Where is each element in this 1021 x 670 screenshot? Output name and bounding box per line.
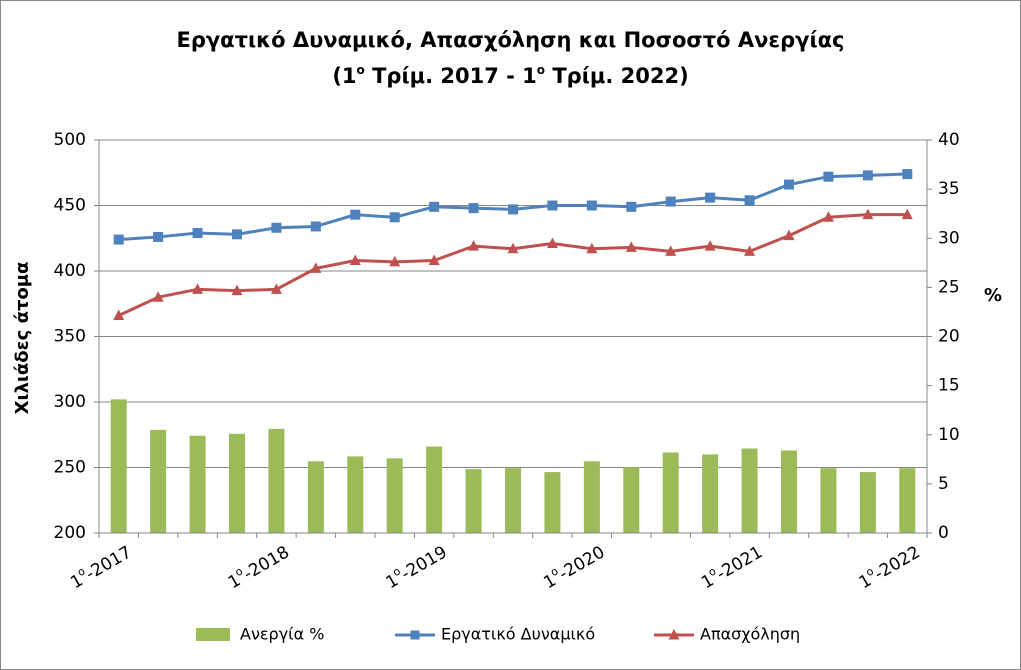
point-employment <box>901 208 913 220</box>
bar-unemployment <box>544 472 561 533</box>
x-tick-label: 1ο-2021 <box>697 540 766 593</box>
bar-unemployment <box>623 467 640 533</box>
point-employment <box>546 237 558 248</box>
y-left-tick-label: 400 <box>54 261 86 281</box>
bar-unemployment <box>150 429 167 533</box>
bar-unemployment <box>229 433 245 533</box>
bar-unemployment <box>347 456 364 533</box>
x-tick-label: 1ο-2018 <box>223 540 292 593</box>
point-labour-force <box>547 200 558 211</box>
y-right-tick-label: 30 <box>938 228 960 248</box>
point-labour-force <box>744 195 755 206</box>
x-tick-label: 1ο-2017 <box>66 540 135 593</box>
point-labour-force <box>192 228 203 239</box>
y-right-tick-label: 10 <box>938 425 960 445</box>
bar-unemployment <box>899 468 916 533</box>
x-tick-label: 1ο-2022 <box>854 540 923 593</box>
bar-unemployment <box>110 399 127 533</box>
point-employment <box>270 283 282 294</box>
point-labour-force <box>862 170 873 181</box>
y-axis-right-label: % <box>984 285 1002 306</box>
point-employment <box>152 291 164 302</box>
y-right-tick-label: 35 <box>938 179 960 199</box>
point-employment <box>507 242 519 254</box>
y-right-tick-label: 20 <box>938 327 960 347</box>
point-labour-force <box>232 229 242 240</box>
y-left-tick-label: 200 <box>54 523 86 543</box>
point-labour-force <box>626 201 637 212</box>
point-labour-force <box>586 200 597 211</box>
bar-unemployment <box>307 461 324 533</box>
point-labour-force <box>389 212 400 223</box>
bar-unemployment <box>741 448 758 533</box>
point-employment <box>113 309 125 321</box>
y-left-tick-label: 450 <box>54 196 86 216</box>
bar-unemployment <box>820 468 837 533</box>
point-employment <box>783 229 795 241</box>
point-labour-force <box>350 209 361 220</box>
point-employment <box>744 245 756 256</box>
point-employment <box>192 283 204 294</box>
point-employment <box>586 242 598 254</box>
chart-title-line2: (1ο Τρίμ. 2017 - 1ο Τρίμ. 2022) <box>332 63 689 88</box>
point-labour-force <box>823 171 834 182</box>
bar-unemployment <box>189 435 206 533</box>
y-left-tick-label: 500 <box>54 130 86 150</box>
point-employment <box>625 241 637 252</box>
y-left-tick-label: 350 <box>54 327 86 347</box>
bar-unemployment <box>781 450 797 533</box>
point-employment <box>310 262 322 273</box>
point-labour-force <box>508 204 518 215</box>
y-right-tick-label: 0 <box>938 523 949 543</box>
x-tick-label: 1ο-2019 <box>381 540 450 593</box>
bar-unemployment <box>268 428 285 533</box>
point-employment <box>704 240 716 251</box>
bar-unemployment <box>426 446 443 533</box>
legend-label-labour-force: Εργατικό Δυναμικό <box>441 625 595 644</box>
bar-unemployment <box>662 452 679 533</box>
point-employment <box>389 255 401 267</box>
y-left-tick-label: 300 <box>54 392 86 412</box>
point-labour-force <box>271 222 282 233</box>
legend-label-unemployment: Ανεργία % <box>240 625 324 644</box>
bar-unemployment <box>859 472 876 533</box>
y-axis-left-label: Χιλιάδες άτομα <box>12 262 33 415</box>
point-employment <box>862 208 874 220</box>
y-left-tick-label: 250 <box>54 458 86 478</box>
point-employment <box>231 284 243 296</box>
legend-marker-triangle <box>668 629 680 640</box>
legend-swatch-unemployment <box>196 628 230 641</box>
legend-marker-square <box>410 630 420 640</box>
point-employment <box>822 211 834 222</box>
y-right-tick-label: 5 <box>938 474 949 494</box>
point-employment <box>468 240 480 251</box>
point-labour-force <box>468 203 479 214</box>
y-right-tick-label: 40 <box>938 130 960 150</box>
bar-unemployment <box>702 454 719 533</box>
bar-unemployment <box>583 461 600 533</box>
bar-unemployment <box>505 468 521 533</box>
point-employment <box>349 254 361 266</box>
point-labour-force <box>665 196 676 207</box>
bar-unemployment <box>465 469 482 533</box>
bar-unemployment <box>386 458 403 533</box>
point-labour-force <box>705 192 716 203</box>
x-tick-label: 1ο-2020 <box>539 540 608 593</box>
point-labour-force <box>902 169 913 180</box>
chart-title-line1: Εργατικό Δυναμικό, Απασχόληση και Ποσοστ… <box>176 28 845 52</box>
point-labour-force <box>429 201 440 212</box>
point-labour-force <box>153 231 164 242</box>
y-right-tick-label: 15 <box>938 376 960 396</box>
point-labour-force <box>113 234 124 245</box>
y-right-tick-label: 25 <box>938 277 960 297</box>
point-employment <box>665 245 677 256</box>
point-employment <box>428 254 440 266</box>
point-labour-force <box>310 221 321 232</box>
point-labour-force <box>784 179 794 190</box>
legend-label-employment: Απασχόληση <box>700 625 800 644</box>
chart-title: Εργατικό Δυναμικό, Απασχόληση και Ποσοστ… <box>1 25 1020 92</box>
